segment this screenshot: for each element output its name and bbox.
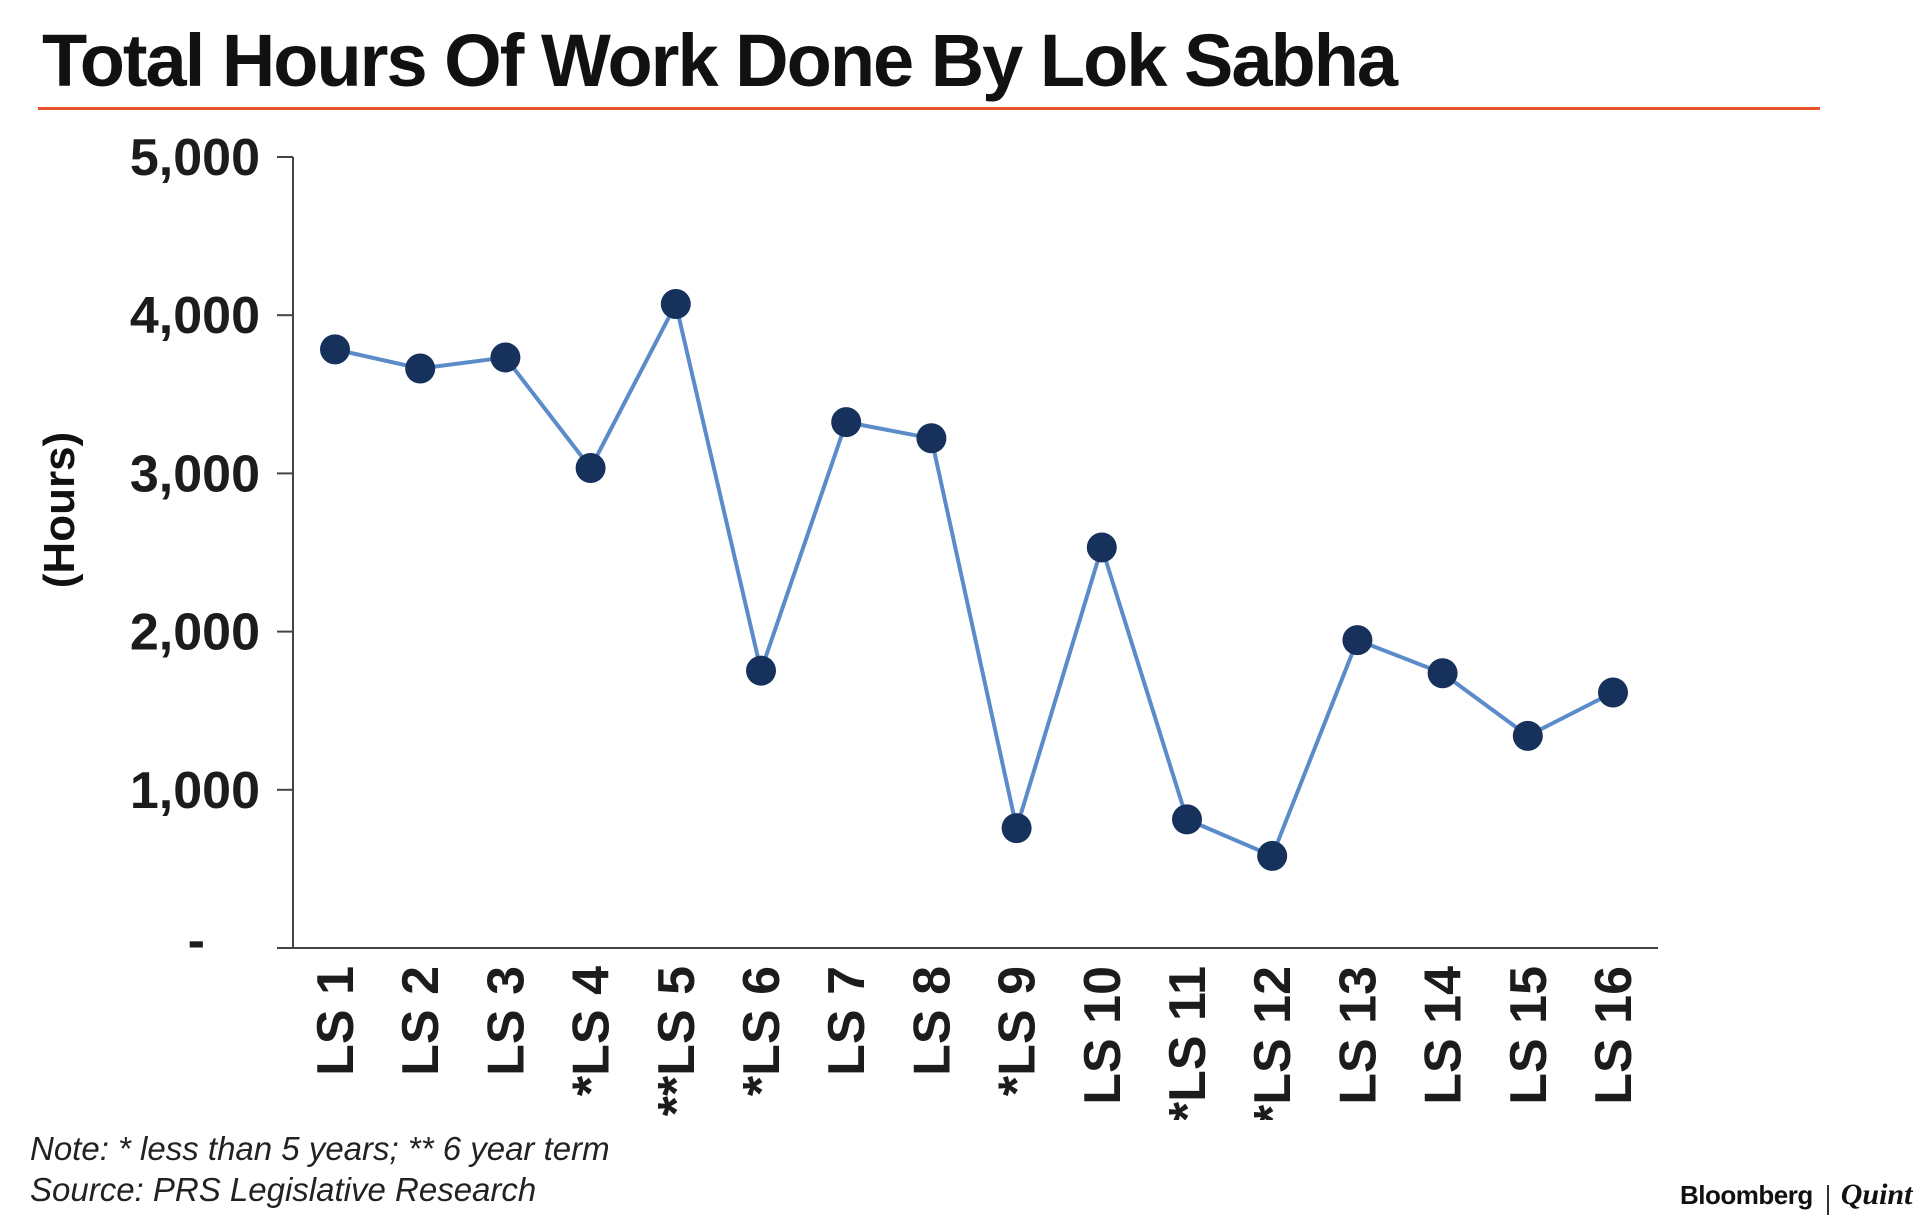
chart-title: Total Hours Of Work Done By Lok Sabha	[42, 19, 1398, 102]
x-tick-label: LS 16	[1585, 966, 1643, 1105]
data-point	[916, 423, 947, 454]
x-tick-label: *LS 12	[1244, 966, 1302, 1120]
y-tick-label: -	[188, 912, 205, 970]
x-tick-label: LS 8	[903, 966, 961, 1076]
x-tick-label: *LS 4	[563, 966, 621, 1096]
data-point	[1086, 532, 1117, 563]
brand-logo: Bloomberg Quint	[1680, 1178, 1912, 1215]
series-hours	[320, 288, 1628, 871]
x-tick-label: LS 7	[818, 966, 876, 1076]
series-line	[334, 301, 1614, 858]
x-tick-label: LS 15	[1500, 966, 1558, 1105]
x-tick-label: *LS 6	[733, 966, 791, 1096]
brand-name: Bloomberg	[1680, 1180, 1813, 1210]
data-point	[1172, 804, 1202, 835]
x-tick-label: LS 13	[1329, 966, 1387, 1105]
y-tick-label: 5,000	[130, 129, 260, 187]
y-axis: - 1,000 2,000 3,000 4,000 5,000	[130, 129, 294, 970]
x-tick-label: *LS 9	[989, 966, 1047, 1096]
x-tick-label: LS 1	[307, 966, 365, 1076]
x-tick-label: LS 14	[1415, 966, 1473, 1105]
chart-notes: Note: * less than 5 years; ** 6 year ter…	[30, 1128, 610, 1210]
x-tick-label: LS 3	[477, 966, 535, 1076]
data-point	[1427, 658, 1458, 689]
x-axis: LS 1 LS 2 LS 3 *LS 4 **LS 5 *LS 6 LS 7 LS 8 *LS …	[277, 947, 1658, 1120]
source-note: Source: PRS Legislative Research	[30, 1171, 537, 1208]
title-divider	[38, 107, 1820, 110]
data-point	[490, 342, 521, 373]
x-tick-label: *LS 11	[1159, 966, 1217, 1120]
data-point	[405, 353, 436, 384]
data-point	[575, 453, 606, 484]
data-point	[660, 288, 691, 319]
data-point	[1257, 840, 1288, 871]
data-point	[1598, 677, 1628, 708]
brand-separator	[1826, 1184, 1829, 1215]
y-tick-label: 1,000	[130, 762, 260, 820]
data-point	[1512, 720, 1543, 751]
x-tick-label: LS 10	[1074, 966, 1132, 1105]
y-tick-label: 2,000	[130, 604, 260, 662]
data-point	[831, 407, 862, 438]
data-point	[1342, 625, 1373, 656]
data-point	[1001, 813, 1032, 844]
line-chart: - 1,000 2,000 3,000 4,000 5,000 LS 1 LS 2 LS 3 *…	[35, 129, 1658, 1120]
x-tick-label: **LS 5	[648, 966, 706, 1116]
y-axis-label: (Hours)	[35, 432, 84, 588]
y-tick-label: 4,000	[130, 287, 260, 345]
footnote: Note: * less than 5 years; ** 6 year ter…	[30, 1130, 610, 1167]
x-tick-label: LS 2	[392, 966, 450, 1076]
data-point	[746, 655, 776, 686]
data-point	[320, 334, 350, 365]
y-tick-label: 3,000	[130, 445, 260, 503]
brand-partner: Quint	[1840, 1178, 1913, 1211]
